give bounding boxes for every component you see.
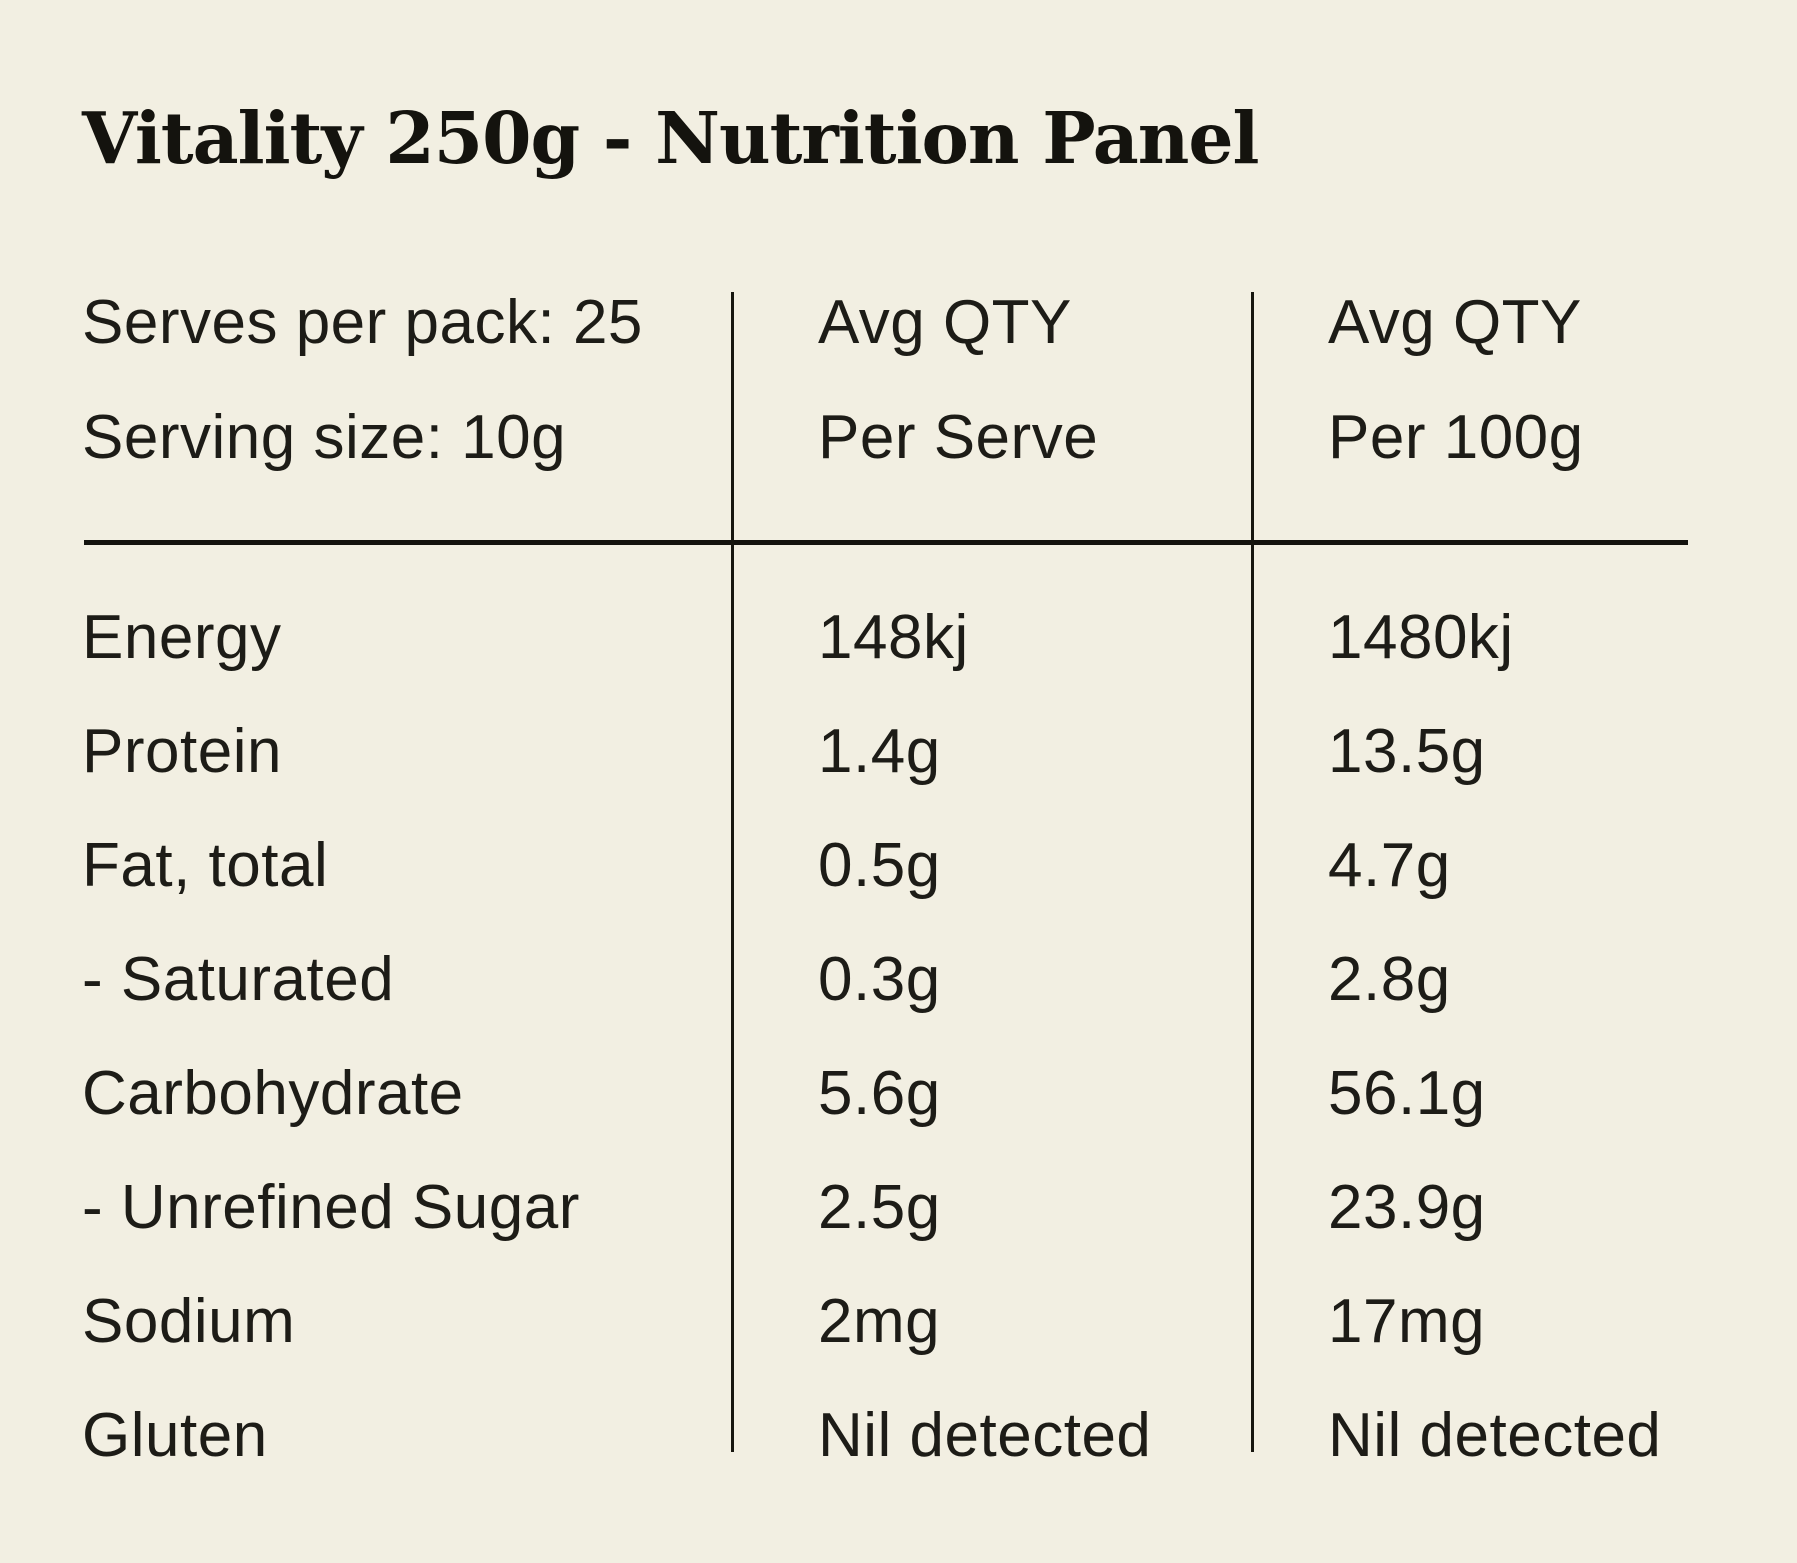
per-serve-value: 0.5g bbox=[818, 831, 941, 900]
nutrient-label: Energy bbox=[82, 603, 282, 672]
table-row-protein: Protein 1.4g 13.5g bbox=[0, 721, 1797, 791]
nutrient-label: Protein bbox=[82, 717, 282, 786]
table-row-carbohydrate: Carbohydrate 5.6g 56.1g bbox=[0, 1063, 1797, 1133]
per-100g-column-header-line1: Avg QTY bbox=[1328, 288, 1582, 357]
per-100g-value: 4.7g bbox=[1328, 831, 1451, 900]
per-100g-value: 17mg bbox=[1328, 1287, 1486, 1356]
table-row-sodium: Sodium 2mg 17mg bbox=[0, 1291, 1797, 1361]
table-row-saturated-fat: - Saturated 0.3g 2.8g bbox=[0, 949, 1797, 1019]
serving-size-label: Serving size: 10g bbox=[82, 403, 567, 472]
header-divider-rule bbox=[84, 540, 1688, 545]
per-100g-value: Nil detected bbox=[1328, 1401, 1662, 1470]
per-100g-column-header-line2: Per 100g bbox=[1328, 403, 1584, 472]
per-100g-value: 2.8g bbox=[1328, 945, 1451, 1014]
per-100g-value: 56.1g bbox=[1328, 1059, 1486, 1128]
per-serve-value: 0.3g bbox=[818, 945, 941, 1014]
per-100g-value: 13.5g bbox=[1328, 717, 1486, 786]
per-100g-value: 23.9g bbox=[1328, 1173, 1486, 1242]
table-row-energy: Energy 148kj 1480kj bbox=[0, 607, 1797, 677]
serves-per-pack-label: Serves per pack: 25 bbox=[82, 288, 643, 357]
per-serve-column-header-line1: Avg QTY bbox=[818, 288, 1072, 357]
per-serve-value: Nil detected bbox=[818, 1401, 1152, 1470]
per-serve-value: 148kj bbox=[818, 603, 969, 672]
column-divider-line-2 bbox=[1251, 292, 1254, 1452]
per-serve-column-header-line2: Per Serve bbox=[818, 403, 1099, 472]
table-header-row-1: Serves per pack: 25 Avg QTY Avg QTY bbox=[0, 292, 1797, 362]
per-serve-value: 5.6g bbox=[818, 1059, 941, 1128]
nutrient-label: Sodium bbox=[82, 1287, 296, 1356]
per-serve-value: 2mg bbox=[818, 1287, 941, 1356]
nutrient-label: - Saturated bbox=[82, 945, 395, 1014]
nutrient-label: Fat, total bbox=[82, 831, 329, 900]
per-serve-value: 1.4g bbox=[818, 717, 941, 786]
table-row-gluten: Gluten Nil detected Nil detected bbox=[0, 1405, 1797, 1475]
per-100g-value: 1480kj bbox=[1328, 603, 1514, 672]
nutrient-label: Gluten bbox=[82, 1401, 268, 1470]
nutrient-label: - Unrefined Sugar bbox=[82, 1173, 580, 1242]
nutrient-label: Carbohydrate bbox=[82, 1059, 464, 1128]
page-title: Vitality 250g - Nutrition Panel bbox=[82, 96, 1259, 180]
table-row-fat-total: Fat, total 0.5g 4.7g bbox=[0, 835, 1797, 905]
table-header-row-2: Serving size: 10g Per Serve Per 100g bbox=[0, 407, 1797, 477]
table-row-unrefined-sugar: - Unrefined Sugar 2.5g 23.9g bbox=[0, 1177, 1797, 1247]
column-divider-line-1 bbox=[731, 292, 734, 1452]
per-serve-value: 2.5g bbox=[818, 1173, 941, 1242]
